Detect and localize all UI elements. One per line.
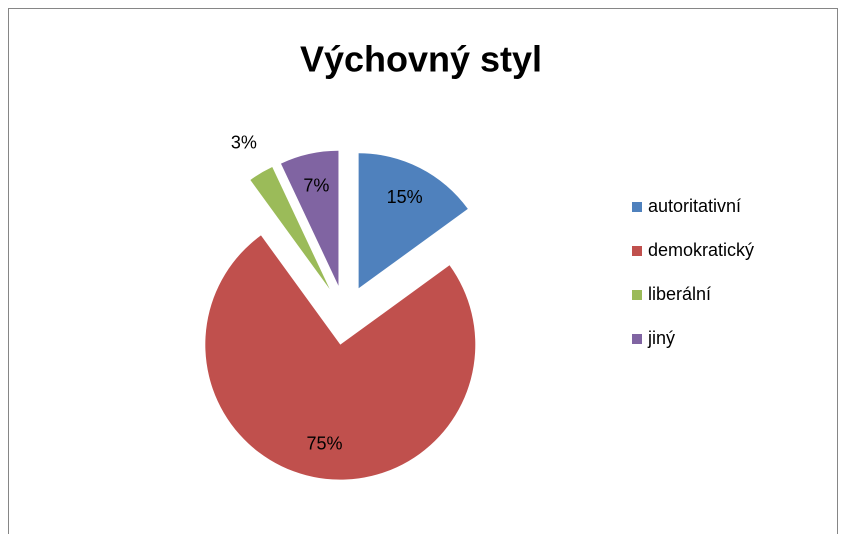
chart-title: Výchovný styl	[300, 39, 542, 80]
data-label: 15%	[387, 187, 423, 207]
pie-slice	[250, 167, 330, 290]
pie-slice	[280, 150, 339, 286]
legend-swatch	[632, 334, 642, 344]
legend-label: jiný	[647, 328, 675, 348]
data-label: 75%	[306, 433, 342, 453]
pie-slice	[205, 235, 476, 480]
legend-swatch	[632, 246, 642, 256]
chart-border	[8, 8, 838, 534]
data-label: 7%	[303, 176, 329, 196]
legend-label: autoritativní	[648, 196, 741, 216]
legend-label: demokratický	[648, 240, 754, 260]
pie-slice	[358, 153, 468, 289]
data-label: 3%	[231, 133, 257, 153]
legend-label: liberální	[648, 284, 711, 304]
legend-swatch	[632, 290, 642, 300]
legend-swatch	[632, 202, 642, 212]
